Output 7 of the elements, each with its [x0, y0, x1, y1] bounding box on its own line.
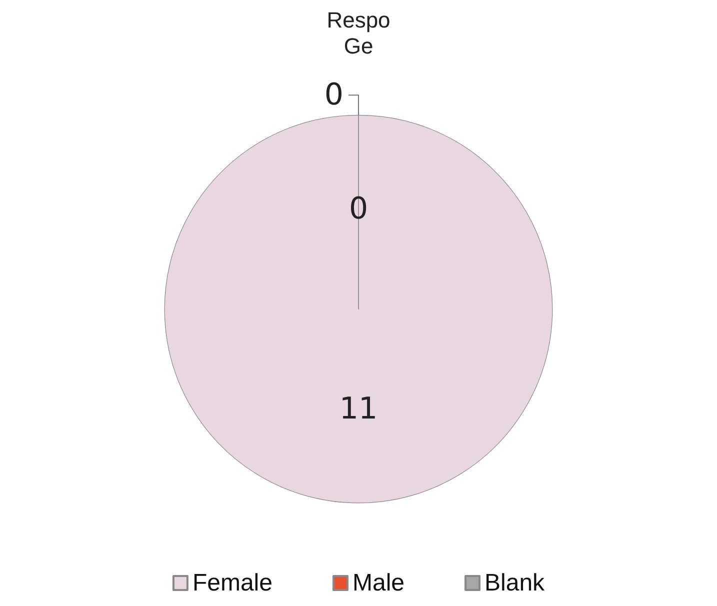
chart-title: Respo Ge	[326, 8, 390, 58]
legend-label: Male	[352, 570, 405, 596]
legend-label: Blank	[484, 570, 546, 596]
legend-label: Female	[192, 570, 272, 596]
data-label: 11	[339, 392, 378, 427]
text: 0	[348, 192, 368, 227]
text: 0	[324, 78, 344, 113]
